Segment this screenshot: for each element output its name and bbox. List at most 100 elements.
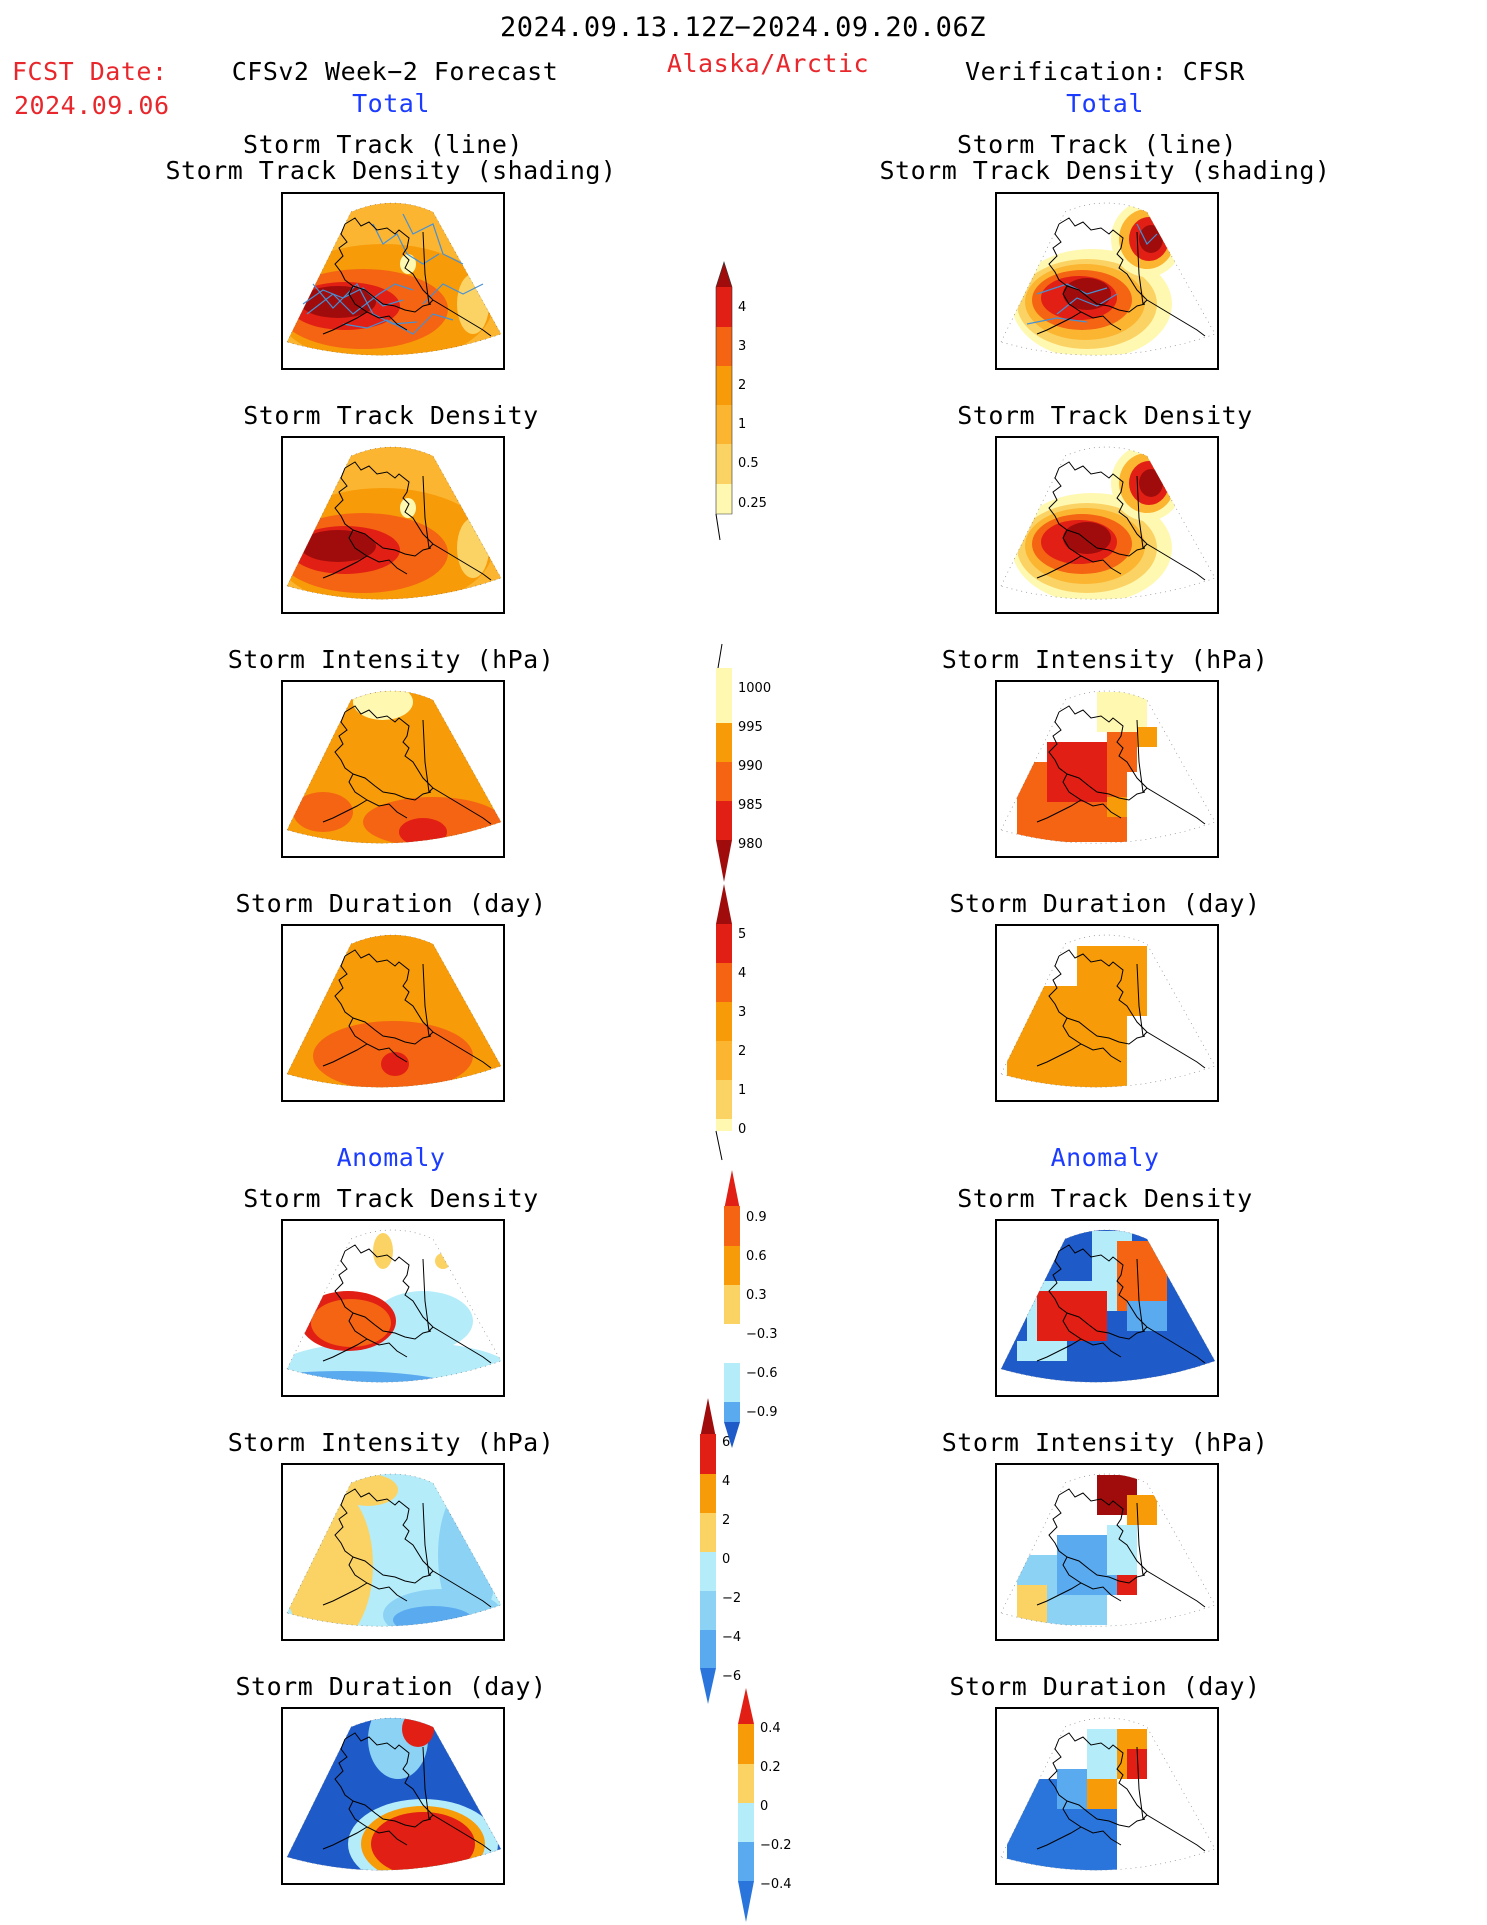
- map-track-forecast: [281, 192, 505, 370]
- map-fill-group: [287, 935, 501, 1088]
- alaska-canada-border: [1136, 475, 1148, 550]
- cbar-label: −0.4: [760, 1877, 792, 1892]
- map-duration-forecast: [281, 924, 505, 1102]
- cbar-seg: [716, 924, 732, 963]
- alaska-canada-border: [422, 1746, 434, 1821]
- title-track-line-right: Storm Track (line): [957, 130, 1237, 159]
- title-density-left: Storm Track Density: [243, 401, 539, 430]
- map-blob: [393, 1606, 473, 1627]
- map-block: [1137, 727, 1157, 747]
- map-canvas: [1000, 934, 1216, 1088]
- map-fill-group: [287, 447, 501, 600]
- map-canvas: [286, 1717, 502, 1871]
- cbar-seg: [716, 262, 732, 287]
- map-blob: [381, 1052, 409, 1076]
- cbar-label: 0: [760, 1799, 768, 1814]
- coastline: [1036, 1732, 1206, 1852]
- map-fill-group: [1012, 447, 1183, 600]
- alaska-canada-border: [1136, 231, 1148, 306]
- cbar-seg: [700, 1668, 716, 1704]
- cbar-seg: [738, 1881, 754, 1922]
- cbar-seg: [724, 1324, 740, 1363]
- map-block: [1087, 1779, 1117, 1809]
- left-total-label: Total: [352, 89, 430, 118]
- alaska-canada-border: [1136, 1746, 1148, 1821]
- map-block: [1117, 976, 1147, 1016]
- map-blob: [435, 1253, 451, 1269]
- cbar-label: 0.25: [738, 496, 767, 511]
- alaska-canada-border: [422, 475, 434, 550]
- forecast-model-title: CFSv2 Week−2 Forecast: [231, 57, 559, 86]
- cbar-seg: [715, 1130, 723, 1161]
- cbar-label: 0.3: [746, 1288, 767, 1303]
- map-blob: [293, 792, 353, 832]
- cbar-label: 1000: [738, 681, 771, 696]
- storm-track-line: [402, 213, 464, 265]
- cbar-seg: [724, 1402, 740, 1422]
- cbar-seg: [738, 1803, 754, 1842]
- cbar-seg: [738, 1764, 754, 1803]
- map-canvas: [286, 202, 502, 356]
- map-blob: [1063, 522, 1111, 554]
- cbar-seg: [716, 444, 732, 484]
- title-track-shading-left: Storm Track Density (shading): [165, 156, 617, 185]
- cbar-label: −2: [722, 1591, 741, 1606]
- map-block: [1097, 692, 1147, 732]
- alaska-canada-border: [422, 231, 434, 306]
- storm-track-line: [1056, 293, 1118, 315]
- title-duration-right: Storm Duration (day): [949, 889, 1261, 918]
- map-fill-group: [287, 1233, 501, 1383]
- cbar-label: −0.3: [746, 1327, 778, 1342]
- coastline: [1036, 217, 1206, 337]
- cbar-seg: [716, 405, 732, 444]
- map-density-anomaly-forecast: [281, 1219, 505, 1397]
- alaska-canada-border: [422, 1502, 434, 1577]
- alaska-canada-border: [422, 1258, 434, 1333]
- map-canvas: [1000, 202, 1216, 356]
- map-fill-group: [287, 1474, 501, 1627]
- cbar-label: 990: [738, 759, 763, 774]
- map-block: [1017, 1585, 1047, 1625]
- cbar-seg: [724, 1246, 740, 1285]
- cbar-label: 0.4: [760, 1721, 781, 1736]
- cbar-label: −0.9: [746, 1405, 778, 1420]
- map-block: [1107, 732, 1137, 772]
- alaska-canada-border: [1136, 719, 1148, 794]
- map-canvas: [286, 934, 502, 1088]
- cbar-label: 6: [722, 1435, 730, 1450]
- cbar-seg: [716, 684, 732, 723]
- map-block: [1127, 1749, 1147, 1779]
- storm-track-line: [1136, 223, 1158, 246]
- cbar-seg: [738, 1724, 754, 1764]
- cbar-seg: [700, 1513, 716, 1552]
- coastline: [1036, 705, 1206, 825]
- cbar-label: 0.5: [738, 456, 759, 471]
- cbar-label: −4: [722, 1630, 741, 1645]
- title-intensity-left: Storm Intensity (hPa): [227, 645, 555, 674]
- map-blob: [373, 1233, 393, 1269]
- cbar-label: 985: [738, 798, 763, 813]
- map-block: [1117, 1241, 1167, 1311]
- cbar-seg: [716, 287, 732, 327]
- map-blob: [1139, 469, 1163, 497]
- coastline: [322, 1732, 492, 1852]
- map-blob: [399, 818, 447, 844]
- map-fill-group: [1017, 692, 1157, 842]
- title-intensity-anomaly-right: Storm Intensity (hPa): [941, 1428, 1269, 1457]
- map-canvas: [286, 1229, 502, 1383]
- map-blob: [400, 254, 416, 274]
- map-blob: [300, 286, 376, 318]
- map-intensity-anomaly-verification: [995, 1463, 1219, 1641]
- cbar-label: 4: [738, 966, 746, 981]
- map-canvas: [286, 446, 502, 600]
- cbar-label: 0.9: [746, 1210, 767, 1225]
- left-anomaly-label: Anomaly: [336, 1143, 446, 1172]
- cbar-seg: [716, 762, 732, 801]
- map-intensity-forecast: [281, 680, 505, 858]
- region-label: Alaska/Arctic: [666, 49, 870, 78]
- cbar-label: 2: [738, 1044, 746, 1059]
- map-blob: [371, 1812, 475, 1871]
- cbar-seg: [716, 963, 732, 1002]
- cbar-label: −6: [722, 1669, 741, 1684]
- map-canvas: [1000, 690, 1216, 844]
